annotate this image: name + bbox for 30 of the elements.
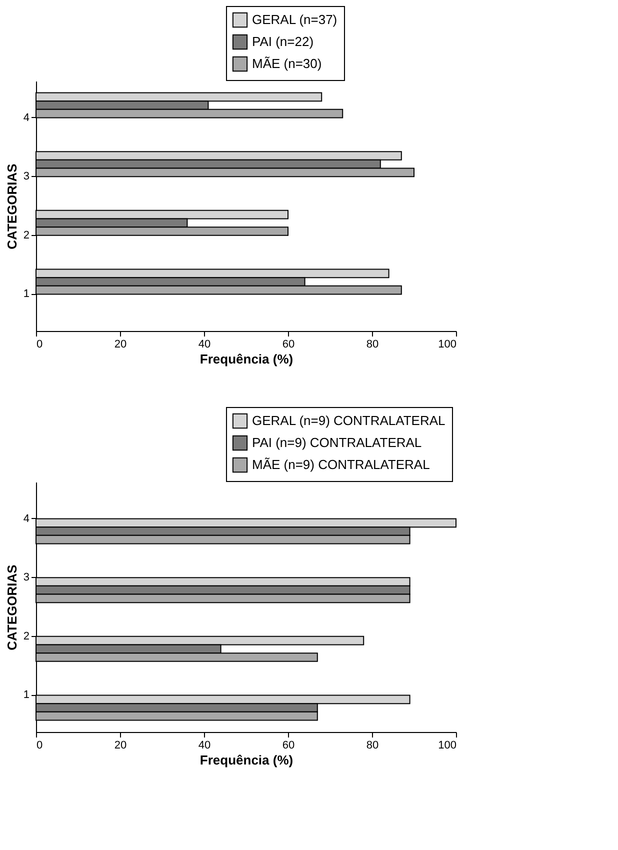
x-tick-label: 100 [438, 740, 456, 752]
legend-label: GERAL (n=37) [252, 12, 338, 27]
x-axis-title: Frequência (%) [200, 752, 294, 768]
y-tick-label: 3 [23, 170, 30, 183]
x-tick-label: 40 [198, 338, 211, 350]
x-tick-label: 80 [366, 338, 379, 350]
y-tick-label: 3 [23, 572, 30, 584]
legend-label: PAI (n=9) CONTRALATERAL [252, 435, 422, 450]
x-tick-label: 40 [198, 740, 211, 752]
y-tick-label: 2 [23, 229, 30, 242]
x-tick-label: 0 [36, 338, 43, 350]
x-tick-label: 60 [282, 338, 295, 350]
y-tick-label: 4 [23, 512, 30, 525]
x-tick-label: 80 [366, 740, 379, 752]
x-tick-label: 20 [114, 740, 127, 752]
x-tick-label: 60 [282, 740, 295, 752]
x-tick-label: 20 [114, 338, 127, 350]
y-tick-label: 1 [23, 689, 30, 702]
y-axis-title: CATEGORIAS [4, 163, 20, 250]
y-tick-label: 1 [23, 288, 30, 300]
y-tick-label: 4 [23, 112, 30, 124]
x-tick-label: 100 [438, 338, 456, 350]
legend-label: GERAL (n=9) CONTRALATERAL [252, 413, 446, 428]
x-tick-label: 0 [36, 740, 43, 752]
y-axis-title: CATEGORIAS [4, 564, 20, 650]
y-tick-label: 2 [23, 630, 30, 642]
x-axis-title: Frequência (%) [200, 352, 294, 366]
legend-label: MÃE (n=9) CONTRALATERAL [252, 457, 430, 472]
legend-label: PAI (n=22) [252, 34, 314, 49]
legend-label: MÃE (n=30) [252, 56, 322, 71]
